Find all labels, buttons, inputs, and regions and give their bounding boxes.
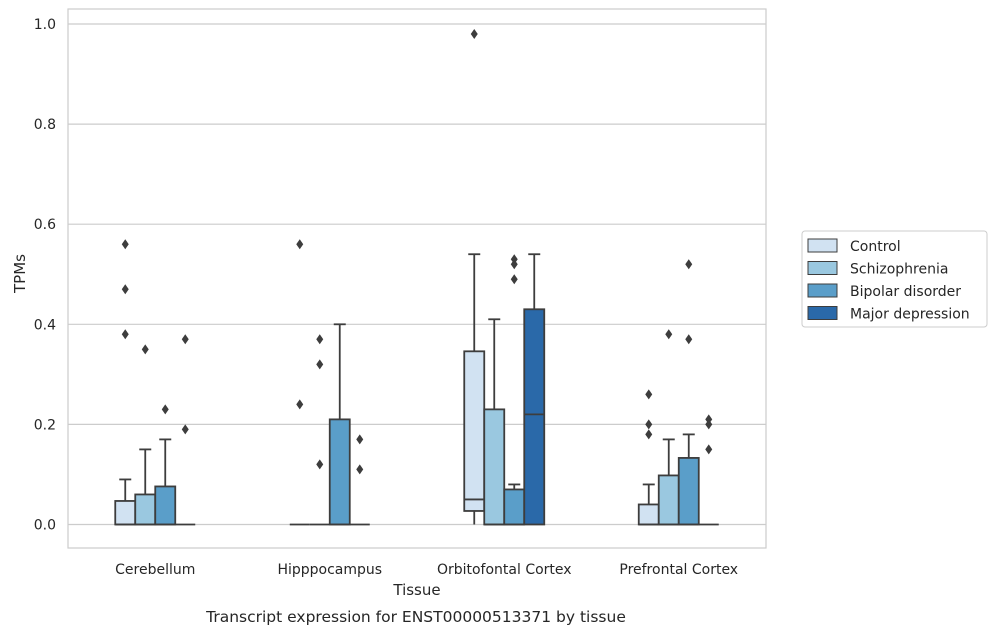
box-group [309, 334, 330, 526]
outlier-marker [685, 259, 693, 270]
legend-frame [801, 230, 988, 328]
outlier-marker [665, 329, 673, 340]
outlier-marker [705, 444, 713, 455]
box-group [483, 318, 506, 526]
box-group [657, 329, 680, 526]
box-group [349, 434, 370, 526]
outlier-marker [181, 334, 189, 345]
box [114, 500, 137, 526]
box-group [114, 239, 137, 526]
outlier-marker [296, 239, 304, 250]
outlier-marker [645, 429, 653, 440]
box [503, 488, 526, 526]
gridlines [68, 23, 766, 526]
plot-frame [67, 8, 767, 549]
outlier-marker [356, 464, 364, 475]
legend-label: Control [850, 239, 901, 255]
y-tick-labels: 0.0 0.2 0.4 0.6 0.8 1.0 [34, 17, 56, 533]
legend-swatch [807, 238, 838, 253]
x-tick-label: Cerebellum [115, 562, 195, 578]
legend-label: Schizophrenia [850, 262, 948, 278]
legend: Control Schizophrenia Bipolar disorder Majo… [801, 230, 988, 328]
legend-swatch [807, 283, 838, 298]
box-group [637, 389, 660, 526]
box-group [328, 323, 351, 526]
outlier-marker [705, 414, 713, 425]
outlier-marker [356, 434, 364, 445]
outlier-marker [470, 29, 478, 40]
box [328, 418, 351, 526]
outlier-marker [141, 344, 149, 355]
box [657, 474, 680, 526]
y-tick-label: 0.4 [34, 317, 56, 333]
outlier-marker [510, 259, 518, 270]
outlier-marker [316, 359, 324, 370]
outlier-marker [316, 459, 324, 470]
x-tick-labels: Cerebellum Hipppocampus Orbitofontal Corte… [115, 562, 738, 578]
legend-swatch [807, 306, 838, 320]
x-tick-label: Prefrontal Cortex [619, 562, 738, 578]
x-tick-label: Hipppocampus [277, 562, 382, 578]
x-axis-label: Tissue [392, 581, 440, 599]
outlier-marker [296, 399, 304, 410]
box [523, 308, 546, 526]
outlier-marker [705, 419, 713, 430]
legend-swatch [807, 261, 838, 275]
x-tick-label: Orbitofontal Cortex [437, 562, 572, 578]
box-group [463, 29, 486, 525]
outlier-marker [685, 334, 693, 345]
y-tick-label: 0.6 [34, 217, 56, 233]
box [637, 503, 660, 526]
box [677, 457, 700, 526]
box-group [698, 414, 719, 526]
box-group [154, 404, 177, 526]
outlier-marker [510, 254, 518, 265]
legend-label: Major depression [850, 307, 970, 323]
box [154, 485, 177, 526]
outlier-marker [316, 334, 324, 345]
outlier-marker [121, 329, 129, 340]
box-group [289, 239, 310, 526]
box-group [677, 259, 700, 526]
y-tick-label: 1.0 [34, 17, 56, 33]
box-group [503, 254, 526, 526]
box-groups [114, 29, 719, 526]
y-tick-label: 0.0 [34, 517, 56, 533]
outlier-marker [645, 389, 653, 400]
box-group [523, 253, 546, 526]
legend-label: Bipolar disorder [850, 284, 961, 300]
y-tick-label: 0.8 [34, 117, 56, 133]
outlier-marker [181, 424, 189, 435]
y-tick-label: 0.2 [34, 417, 56, 433]
outlier-marker [121, 284, 129, 295]
outlier-marker [645, 419, 653, 430]
box-group [134, 344, 157, 526]
outlier-marker [161, 404, 169, 415]
outlier-marker [510, 274, 518, 285]
chart-caption: Transcript expression for ENST0000051337… [205, 608, 626, 626]
y-axis-label: TPMs [11, 254, 29, 294]
box [463, 350, 486, 512]
box [134, 493, 157, 526]
box-group [175, 334, 196, 526]
box [483, 408, 506, 526]
outlier-marker [121, 239, 129, 250]
